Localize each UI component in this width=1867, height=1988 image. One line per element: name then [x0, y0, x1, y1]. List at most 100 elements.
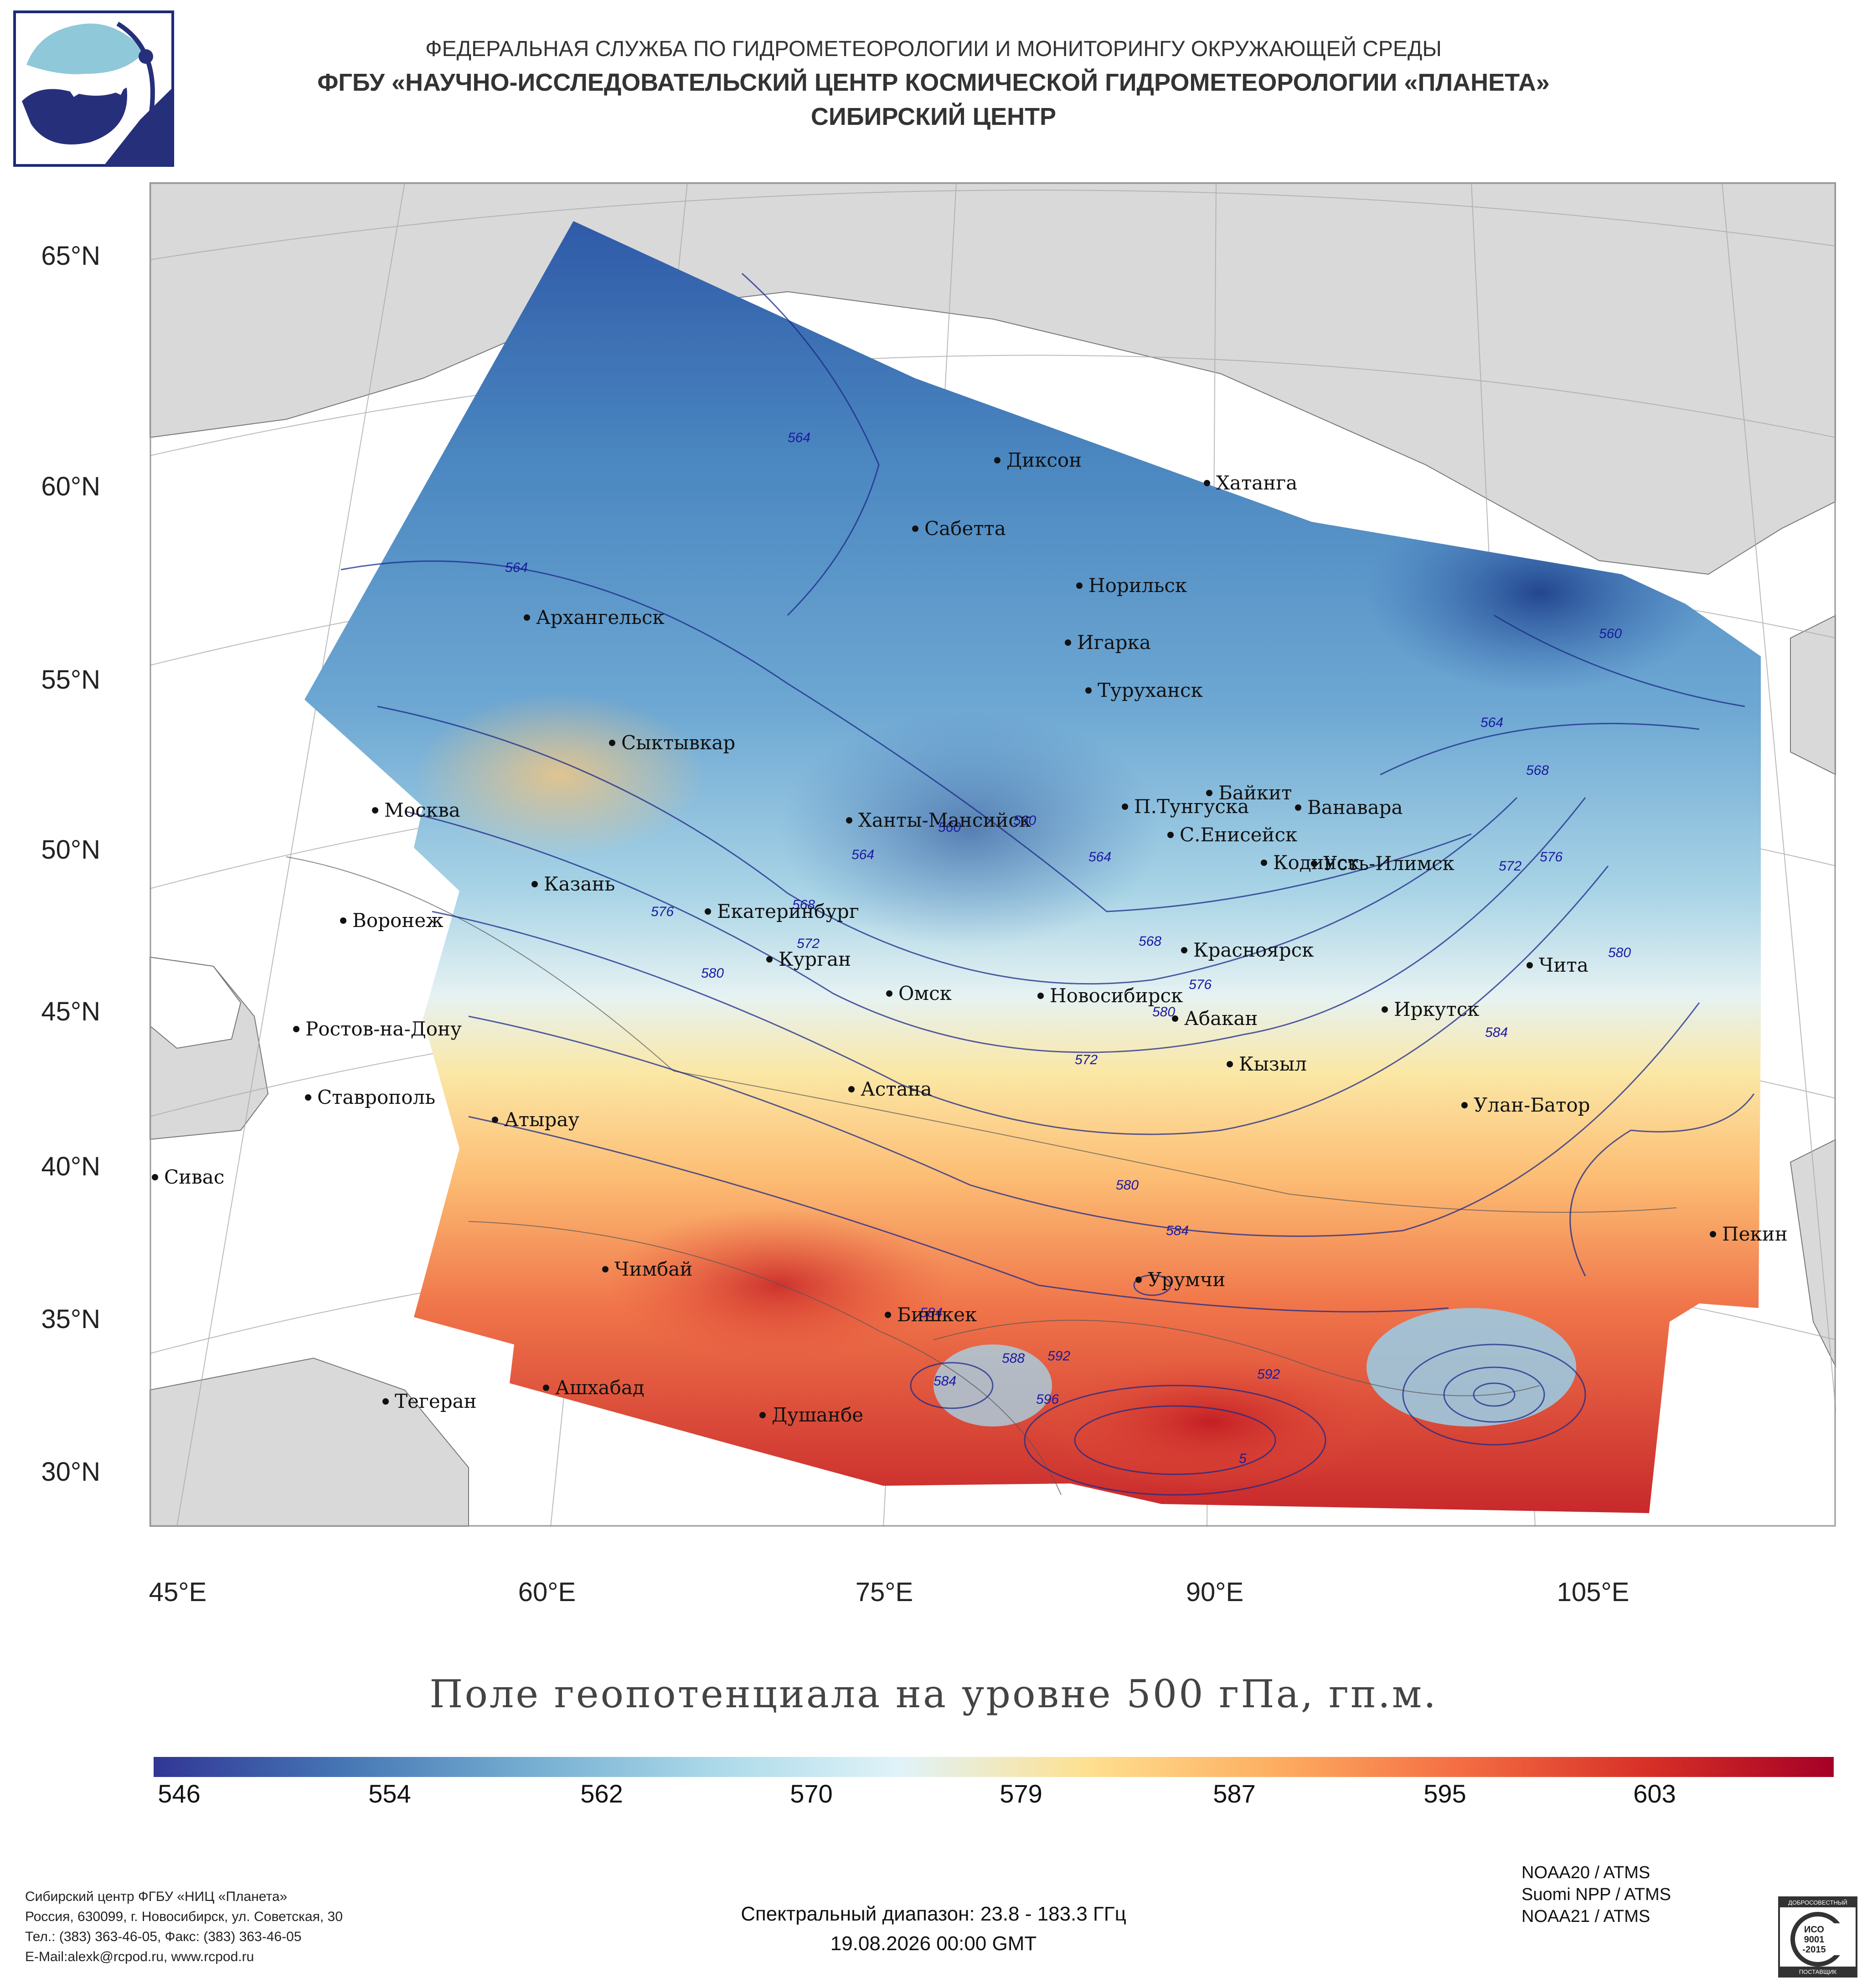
contact-block: Сибирский центр ФГБУ «НИЦ «Планета» Росс…: [25, 1887, 343, 1967]
contour-label: 572: [797, 936, 820, 951]
latitude-label: 50°N: [41, 835, 100, 865]
contour-label: 572: [1499, 859, 1521, 874]
city-marker: Ставрополь: [305, 1086, 435, 1108]
city-label: Абакан: [1184, 1007, 1258, 1030]
sensor-item: NOAA20 / ATMS: [1521, 1863, 1650, 1882]
colorbar-tick-label: 603: [1633, 1779, 1676, 1808]
contact-line: E-Mail:alexk@rcpod.ru, www.rcpod.ru: [25, 1949, 254, 1964]
city-label: Омск: [898, 982, 952, 1004]
contour-label: 568: [1526, 763, 1549, 778]
city-marker: П.Тунгуска: [1122, 795, 1249, 818]
city-dot: [1065, 639, 1071, 646]
colorbar-tick-label: 554: [368, 1779, 411, 1808]
city-marker: Абакан: [1172, 1007, 1258, 1030]
contact-line: Тел.: (383) 363-46-05, Факс: (383) 363-4…: [25, 1929, 302, 1944]
city-marker: Тегеран: [382, 1390, 477, 1412]
city-marker: Ванавара: [1295, 796, 1403, 819]
city-dot: [1206, 790, 1212, 796]
contour-label: 572: [1075, 1052, 1098, 1067]
observation-datetime: 19.08.2026 00:00 GMT: [830, 1932, 1037, 1955]
city-dot: [1311, 860, 1317, 867]
city-label: Екатеринбург: [717, 900, 859, 922]
city-dot: [1710, 1231, 1716, 1237]
city-label: Байкит: [1218, 782, 1292, 804]
city-marker: Улан-Батор: [1461, 1094, 1590, 1116]
contour-label: 560: [1013, 813, 1036, 828]
latitude-label: 65°N: [41, 241, 100, 271]
iso-text-3: -2015: [1802, 1945, 1826, 1955]
contour-label: 560: [1599, 626, 1622, 641]
city-marker: С.Енисейск: [1167, 824, 1297, 846]
city-dot: [543, 1385, 549, 1391]
contour-label: 576: [1189, 977, 1212, 992]
colorbar-tick-label: 546: [158, 1779, 201, 1808]
city-marker: Омск: [886, 982, 952, 1004]
city-dot: [524, 614, 530, 621]
institute-line: ФГБУ «НАУЧНО-ИССЛЕДОВАТЕЛЬСКИЙ ЦЕНТР КОС…: [317, 69, 1550, 96]
longitude-label: 45°E: [149, 1577, 207, 1607]
geopotential-map: 564 564 560 564 568 572 576 580 560 564 …: [150, 182, 1836, 1527]
city-marker: Игарка: [1065, 631, 1151, 654]
city-marker: Байкит: [1206, 782, 1292, 804]
latitude-label: 40°N: [41, 1152, 100, 1181]
city-label: Сыктывкар: [621, 731, 735, 754]
city-dot: [382, 1398, 389, 1405]
city-label: Астана: [861, 1078, 932, 1100]
sensor-list: NOAA20 / ATMS Suomi NPP / ATMS NOAA21 / …: [1521, 1862, 1671, 1927]
city-dot: [531, 881, 538, 887]
city-marker: Туруханск: [1085, 679, 1203, 701]
contour-label: 568: [1139, 934, 1161, 949]
city-marker: Ростов-на-Дону: [293, 1018, 462, 1040]
city-label: Казань: [544, 873, 615, 895]
city-label: Урумчи: [1148, 1268, 1225, 1291]
contour-label: 580: [1152, 1004, 1175, 1020]
city-marker: Сабетта: [912, 517, 1006, 540]
city-label: Чита: [1539, 954, 1588, 976]
city-marker: Диксон: [994, 449, 1082, 471]
city-dot: [1204, 480, 1210, 486]
city-dot: [1172, 1015, 1178, 1022]
city-label: Бишкек: [897, 1303, 977, 1326]
city-label: Улан-Батор: [1474, 1094, 1590, 1116]
city-label: Диксон: [1006, 449, 1082, 471]
contour-label: 564: [505, 560, 528, 575]
data-swath: [304, 221, 1761, 1513]
city-label: Атырау: [504, 1108, 579, 1131]
contour-label: 592: [1047, 1349, 1070, 1364]
contour-label: 580: [1608, 945, 1631, 960]
city-dot: [1295, 804, 1301, 811]
colorbar-tick-label: 595: [1423, 1779, 1466, 1808]
city-marker: Екатеринбург: [705, 900, 859, 922]
city-dot: [1527, 962, 1533, 968]
sea-areas: [150, 956, 242, 1049]
city-dot: [372, 807, 378, 814]
city-label: Сивас: [164, 1166, 224, 1188]
sensor-item: Suomi NPP / ATMS: [1521, 1885, 1671, 1904]
contour-label: 588: [1002, 1351, 1025, 1366]
contour-label: 576: [1540, 850, 1563, 865]
city-label: Ростов-на-Дону: [305, 1018, 462, 1040]
city-dot: [1122, 803, 1128, 810]
city-dot: [1085, 687, 1092, 694]
sensor-item: NOAA21 / ATMS: [1521, 1907, 1650, 1926]
contour-label: 584: [1485, 1025, 1508, 1040]
colorbar-tick-label: 579: [1000, 1779, 1042, 1808]
city-dot: [1167, 832, 1174, 838]
latitude-label: 60°N: [41, 472, 100, 501]
contour-label: 564: [1480, 715, 1503, 730]
city-dot: [1227, 1061, 1233, 1067]
city-label: Сабетта: [924, 517, 1006, 540]
contour-label: 564: [788, 430, 810, 445]
city-label: Ханты-Мансийск: [858, 809, 1031, 831]
city-label: Иркутск: [1394, 998, 1479, 1020]
city-marker: Норильск: [1076, 574, 1187, 597]
city-marker: Бишкек: [885, 1303, 977, 1326]
city-label: Москва: [384, 799, 460, 821]
city-label: Игарка: [1077, 631, 1151, 654]
contact-line: Россия, 630099, г. Новосибирск, ул. Сове…: [25, 1909, 343, 1924]
city-dot: [1076, 582, 1083, 589]
contour-label: 584: [934, 1374, 956, 1389]
iso-certificate-icon: ДОБРОСОВЕСТНЫЙ ИСО 9001 -2015 ПОСТАВЩИК: [1778, 1896, 1857, 1978]
city-dot: [340, 917, 346, 924]
city-dot: [492, 1117, 498, 1123]
